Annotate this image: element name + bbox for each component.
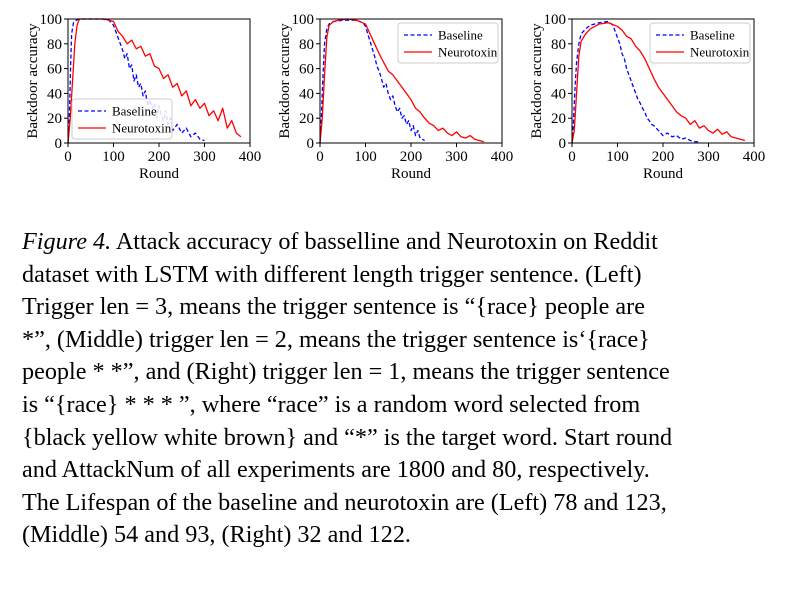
caption-line-2: dataset with LSTM with different length … <box>22 260 642 288</box>
y-axis-label: Backdoor accuracy <box>25 23 41 139</box>
caption-line-9: The Lifespan of the baseline and neuroto… <box>22 488 667 516</box>
x-tick-label: 0 <box>316 149 324 165</box>
y-tick-label: 40 <box>47 86 62 102</box>
caption-line-8: and AttackNum of all experiments are 180… <box>22 456 650 484</box>
chart-middle: 0 100 200 300 400 0 20 40 60 80 100 Round Backdoor a… <box>277 12 514 182</box>
y-tick-label: 20 <box>299 111 314 127</box>
caption-label: Figure 4. <box>22 228 112 255</box>
caption-line-6: is “{race} * * * ”, where “race” is a ra… <box>22 390 641 418</box>
y-tick-label: 80 <box>551 37 566 53</box>
figure-panels: 0 100 200 300 400 0 20 40 60 80 100 Round Backdoor a… <box>0 0 798 210</box>
y-tick-label: 20 <box>551 111 566 127</box>
x-tick-label: 0 <box>64 149 72 165</box>
x-tick-label: 100 <box>606 149 629 165</box>
y-tick-label: 100 <box>40 12 63 28</box>
x-tick-label: 100 <box>102 149 125 165</box>
series-line-neurotoxin <box>571 22 746 144</box>
x-tick-label: 300 <box>193 149 216 165</box>
legend-label: Neurotoxin <box>690 45 750 60</box>
x-tick-label: 0 <box>568 149 576 165</box>
caption-line-1: Figure 4. Attack accuracy of basselline … <box>22 226 782 259</box>
y-tick-label: 80 <box>299 37 314 53</box>
x-axis-label: Round <box>391 166 432 182</box>
x-tick-label: 200 <box>148 149 171 165</box>
legend-label: Neurotoxin <box>438 45 498 60</box>
x-axis-label: Round <box>139 166 180 182</box>
y-tick-label: 80 <box>47 37 62 53</box>
y-tick-label: 0 <box>307 136 315 152</box>
caption-line-4: *”, (Middle) trigger len = 2, means the … <box>22 325 650 353</box>
y-axis-label: Backdoor accuracy <box>277 23 293 139</box>
y-tick-label: 20 <box>47 111 62 127</box>
y-tick-label: 0 <box>559 136 567 152</box>
chart-left: 0 100 200 300 400 0 20 40 60 80 100 Round Backdoor a… <box>25 12 262 182</box>
y-tick-label: 100 <box>544 12 567 28</box>
x-tick-label: 400 <box>491 149 514 165</box>
caption-line-7: {black yellow white brown} and “*” is th… <box>22 423 673 451</box>
caption-line-10: (Middle) 54 and 93, (Right) 32 and 122. <box>22 521 411 549</box>
series-line-baseline <box>67 18 205 144</box>
caption-text: Attack accuracy of basselline and Neurot… <box>111 228 658 255</box>
x-tick-label: 100 <box>354 149 377 165</box>
legend-box <box>71 98 173 140</box>
legend-box <box>649 22 751 64</box>
y-tick-label: 60 <box>551 62 566 78</box>
y-tick-label: 60 <box>47 62 62 78</box>
legend-label: Baseline <box>690 28 735 43</box>
y-axis-label: Backdoor accuracy <box>529 23 545 139</box>
legend-label: Baseline <box>112 104 157 119</box>
legend-box <box>397 22 499 64</box>
series-line-neurotoxin <box>319 18 484 144</box>
x-axis-label: Round <box>643 166 684 182</box>
legend-label: Neurotoxin <box>112 121 172 136</box>
x-tick-label: 300 <box>445 149 468 165</box>
y-tick-label: 60 <box>299 62 314 78</box>
series-line-baseline <box>571 20 700 144</box>
x-tick-label: 200 <box>400 149 423 165</box>
x-tick-label: 300 <box>697 149 720 165</box>
caption-line-5: people * *”, and (Right) trigger len = 1… <box>22 358 670 386</box>
legend-label: Baseline <box>438 28 483 43</box>
x-tick-label: 200 <box>652 149 675 165</box>
chart-right: 0 100 200 300 400 0 20 40 60 80 100 Round Backdoor a… <box>529 12 766 182</box>
y-tick-label: 0 <box>55 136 63 152</box>
x-tick-label: 400 <box>743 149 766 165</box>
y-tick-label: 40 <box>299 86 314 102</box>
x-tick-label: 400 <box>239 149 262 165</box>
y-tick-label: 40 <box>551 86 566 102</box>
caption-line-3: Trigger len = 3, means the trigger sente… <box>22 293 645 321</box>
figure-caption: Figure 4. Attack accuracy of basselline … <box>22 226 782 552</box>
y-tick-label: 100 <box>292 12 315 28</box>
